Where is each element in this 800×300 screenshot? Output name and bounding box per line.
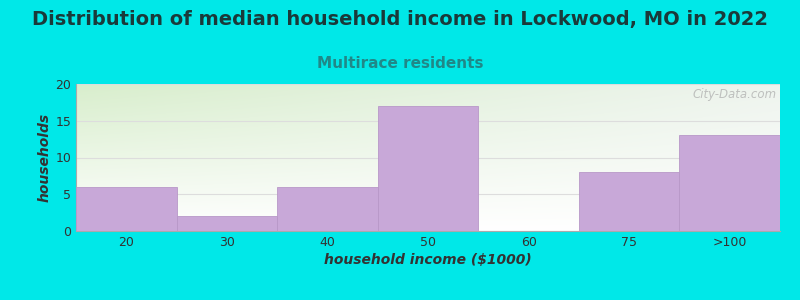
Bar [579,172,679,231]
Bar [679,135,780,231]
Text: City-Data.com: City-Data.com [692,88,777,101]
Bar [177,216,277,231]
Text: Distribution of median household income in Lockwood, MO in 2022: Distribution of median household income … [32,11,768,29]
Text: Multirace residents: Multirace residents [317,56,483,70]
X-axis label: household income ($1000): household income ($1000) [324,253,532,267]
Bar [277,187,378,231]
Bar [76,187,177,231]
Bar [378,106,478,231]
Y-axis label: households: households [37,113,51,202]
